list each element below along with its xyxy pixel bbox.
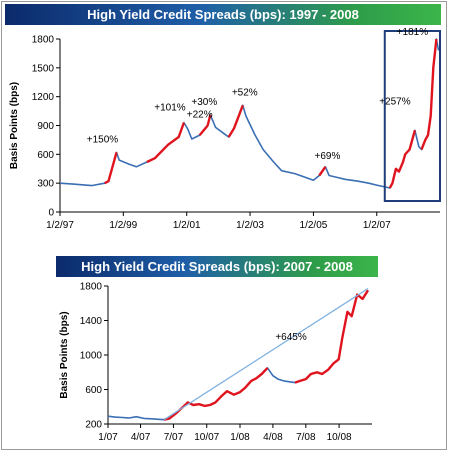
- x-tick-label: 1/2/99: [109, 220, 137, 231]
- x-tick-label: 7/07: [164, 432, 184, 443]
- x-tick-label: 7/08: [296, 432, 316, 443]
- rally-annotation: +52%: [232, 87, 258, 98]
- rally-annotation: +257%: [379, 96, 411, 107]
- spread-line: [107, 289, 369, 421]
- x-tick-label: 1/2/03: [236, 220, 264, 231]
- x-tick-label: 1/2/01: [173, 220, 201, 231]
- x-tick-label: 1/2/05: [300, 220, 328, 231]
- rally-annotation: +30%: [191, 97, 217, 108]
- rally-highlight-line: [206, 114, 212, 126]
- x-tick-label: 10/07: [194, 432, 219, 443]
- rally-highlight-line: [104, 152, 118, 185]
- rally-highlight-line: [420, 38, 438, 150]
- chart1-title: High Yield Credit Spreads (bps): 1997 - …: [5, 4, 441, 25]
- y-tick-label: 1800: [80, 282, 103, 293]
- trend-line: [163, 288, 369, 421]
- y-tick-label: 600: [37, 150, 54, 161]
- y-tick-label: 1200: [32, 92, 55, 103]
- chart-1997-2008: 0 300 600 900 1200 1500 1800 1/2/97 1/2/99 1/2/01…: [9, 27, 441, 231]
- x-tick-label: 1/07: [98, 432, 118, 443]
- rally-highlight-line: [163, 367, 269, 421]
- rally-highlight-line: [198, 124, 209, 136]
- y-tick-label: 600: [85, 385, 102, 396]
- x-tick-label: 10/08: [327, 432, 352, 443]
- y-tick-label: 300: [37, 179, 54, 190]
- y-tick-label: 900: [37, 121, 54, 132]
- x-tick-label: 4/07: [131, 432, 151, 443]
- y-tick-label: 1800: [32, 35, 55, 46]
- highlight-box: [383, 30, 441, 202]
- rally-annotation: +101%: [154, 103, 186, 114]
- rally-highlight-line: [294, 289, 370, 384]
- rally-highlight-line: [227, 104, 244, 138]
- rally-annotation: +69%: [314, 151, 340, 162]
- rally-annotation: +181%: [397, 27, 429, 38]
- rally-highlight-line: [146, 122, 186, 164]
- chart2-title: High Yield Credit Spreads (bps): 2007 - …: [56, 256, 378, 277]
- rally-highlight-line: [318, 166, 327, 177]
- rally-annotation: +150%: [87, 134, 119, 145]
- rally-highlight-line: [388, 129, 417, 189]
- y-tick-label: 1000: [80, 351, 103, 362]
- x-tick-label: 1/2/97: [46, 220, 74, 231]
- y-tick-label: 1400: [80, 316, 103, 327]
- y-axis-label: Basis Points (bps): [59, 311, 70, 398]
- x-tick-label: 1/2/07: [363, 220, 391, 231]
- y-tick-label: 1500: [32, 63, 55, 74]
- x-tick-label: 1/08: [230, 432, 250, 443]
- trend-annotation: +645%: [275, 332, 307, 343]
- y-axis-label: Basis Points (bps): [9, 82, 20, 169]
- x-tick-label: 4/08: [263, 432, 283, 443]
- y-tick-label: 200: [85, 420, 102, 431]
- rally-annotation: +22%: [187, 110, 213, 121]
- y-tick-label: 0: [48, 208, 54, 219]
